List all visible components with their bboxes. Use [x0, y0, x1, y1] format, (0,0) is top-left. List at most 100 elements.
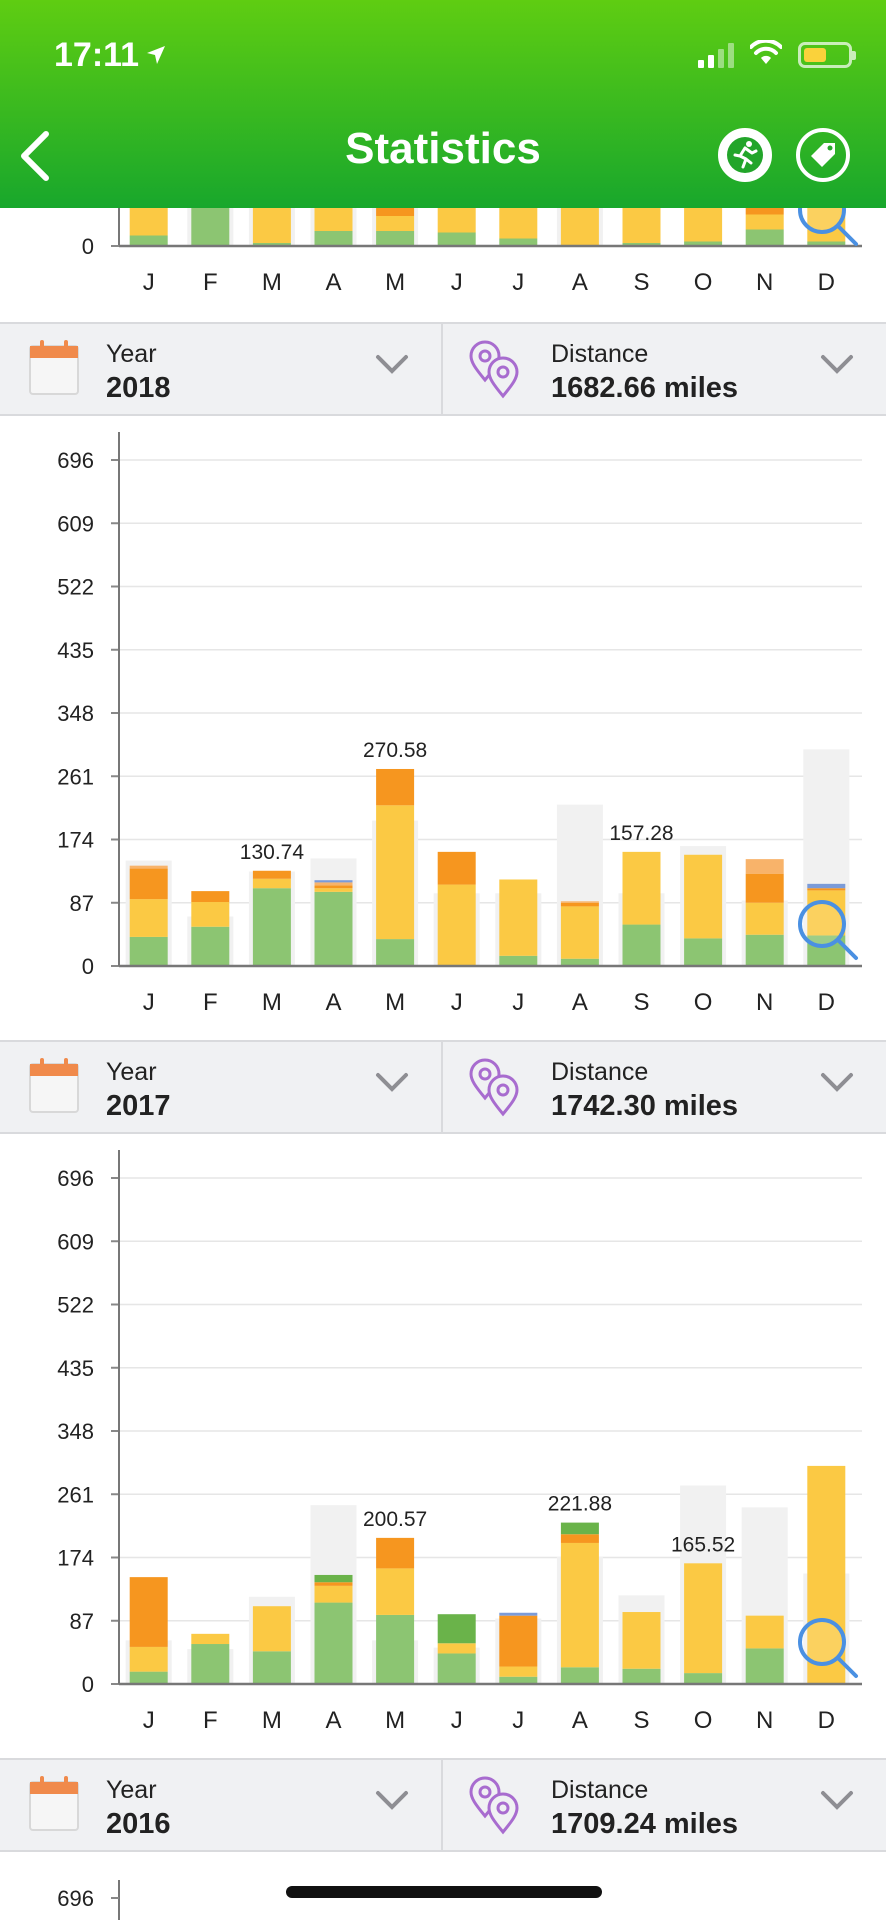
- year-selector[interactable]: Year 2017: [0, 1042, 441, 1132]
- y-tick-label: 696: [57, 1166, 94, 1191]
- y-tick-label: 435: [57, 638, 94, 663]
- location-pins-icon: [465, 1056, 527, 1123]
- calendar-icon: [28, 1056, 80, 1119]
- month-tick-label: S: [633, 989, 649, 1016]
- divider: [441, 1042, 443, 1132]
- bar-segment: [437, 232, 476, 246]
- year-selector[interactable]: Year 2018: [0, 324, 441, 414]
- header: 17:11 Statistics: [0, 0, 886, 208]
- bar-segment: [745, 1615, 784, 1649]
- chart-2018-svg[interactable]: 0 87 174 261 348 435 522 609 696 130.74 270.58 157.…: [0, 416, 886, 1040]
- wifi-icon: [749, 38, 783, 71]
- bar-segment: [437, 884, 476, 966]
- location-pins-icon: [465, 338, 527, 405]
- tag-button[interactable]: [796, 128, 850, 182]
- month-tick-label: J: [451, 1707, 463, 1734]
- magnifier-icon: [798, 900, 858, 960]
- data-label: 200.57: [363, 1508, 427, 1531]
- y-tick-label: 522: [57, 575, 94, 600]
- bar-segment: [129, 208, 168, 236]
- year-value: 2016: [106, 1808, 171, 1840]
- data-label: 221.88: [548, 1493, 612, 1516]
- y-tick-label: 174: [57, 828, 94, 853]
- bar-segment: [376, 1568, 415, 1615]
- month-tick-label: A: [572, 269, 588, 296]
- distance-selector[interactable]: Distance 1709.24 miles: [443, 1760, 886, 1850]
- bar-segment: [807, 241, 846, 246]
- bar-segment: [499, 1612, 538, 1616]
- month-tick-label: J: [143, 1707, 155, 1734]
- year-label: Year: [106, 1776, 157, 1804]
- home-indicator: [286, 1886, 602, 1898]
- year-selector[interactable]: Year 2016: [0, 1760, 441, 1850]
- distance-label: Distance: [551, 340, 649, 368]
- back-button[interactable]: [16, 128, 56, 184]
- activity-filter-button[interactable]: [718, 128, 772, 182]
- bar-segment: [314, 208, 353, 231]
- bar-segment: [376, 939, 415, 966]
- year-value: 2017: [106, 1090, 171, 1122]
- selector-bar-2018: Year 2018 Distance 1682.66 miles: [0, 322, 886, 416]
- bar-segment: [560, 958, 599, 966]
- chart-2017: 0 87 174 261 348 435 522 609 696 200.57 221.88 165.…: [0, 1134, 886, 1758]
- bar-segment: [314, 231, 353, 246]
- status-time-text: 17:11: [54, 36, 140, 74]
- month-tick-label: O: [694, 269, 713, 296]
- chart-2016-svg[interactable]: 696: [0, 1852, 886, 1920]
- chart-2017-svg[interactable]: 0 87 174 261 348 435 522 609 696 200.57 221.88 165.…: [0, 1134, 886, 1758]
- month-tick-label: A: [325, 269, 341, 296]
- bar-segment: [560, 208, 599, 246]
- chevron-left-icon: [21, 131, 49, 181]
- tag-icon: [811, 143, 835, 167]
- month-tick-label: M: [385, 1707, 405, 1734]
- bar-segment: [560, 906, 599, 959]
- bar-segment: [252, 888, 291, 966]
- distance-selector[interactable]: Distance 1682.66 miles: [443, 324, 886, 414]
- distance-selector[interactable]: Distance 1742.30 miles: [443, 1042, 886, 1132]
- bar-segment: [376, 1537, 415, 1569]
- distance-number: 1682.66: [551, 372, 656, 404]
- bar-segment: [252, 208, 291, 243]
- bar-segment: [252, 243, 291, 246]
- month-tick-label: A: [572, 1707, 588, 1734]
- month-tick-label: M: [385, 269, 405, 296]
- bar-segment: [314, 1582, 353, 1586]
- y-tick-label: 696: [57, 1886, 94, 1911]
- month-tick-label: A: [325, 1707, 341, 1734]
- bar-segment: [376, 216, 415, 231]
- bar-segment: [622, 1612, 661, 1669]
- y-tick-label: 522: [57, 1293, 94, 1318]
- month-tick-label: D: [818, 1707, 835, 1734]
- status-icons: [698, 38, 856, 71]
- calendar-icon: [28, 338, 80, 401]
- distance-label: Distance: [551, 1058, 649, 1086]
- bar-segment: [684, 854, 723, 939]
- distance-value: 1742.30 miles: [551, 1090, 738, 1123]
- bar-segment: [376, 805, 415, 940]
- data-label: 157.28: [609, 822, 673, 845]
- bar-segment: [807, 1465, 846, 1684]
- month-tick-label: O: [694, 1707, 713, 1734]
- bar-segment: [684, 241, 723, 246]
- month-tick-label: A: [325, 989, 341, 1016]
- month-tick-label: J: [512, 269, 524, 296]
- bar-segment: [622, 851, 661, 925]
- distance-unit: miles: [663, 372, 739, 404]
- month-tick-label: N: [756, 989, 773, 1016]
- bar-segment: [499, 238, 538, 246]
- month-tick-label: M: [262, 989, 282, 1016]
- bar-segment: [499, 1676, 538, 1684]
- data-label: 130.74: [240, 841, 305, 864]
- bar-segment: [622, 208, 661, 243]
- bar-segment: [745, 208, 784, 215]
- month-tick-label: F: [203, 1707, 218, 1734]
- bar-segment: [499, 879, 538, 956]
- bar-segment: [252, 878, 291, 889]
- bar-segment: [684, 1563, 723, 1674]
- selector-bar-2017: Year 2017 Distance 1742.30 miles: [0, 1040, 886, 1134]
- bar-segment: [560, 902, 599, 907]
- data-label: 165.52: [671, 1533, 735, 1556]
- distance-unit: miles: [663, 1090, 739, 1122]
- chart-previous-year-svg[interactable]: 0 J F M A M J J A S O N D: [0, 208, 886, 322]
- bar-segment: [376, 231, 415, 246]
